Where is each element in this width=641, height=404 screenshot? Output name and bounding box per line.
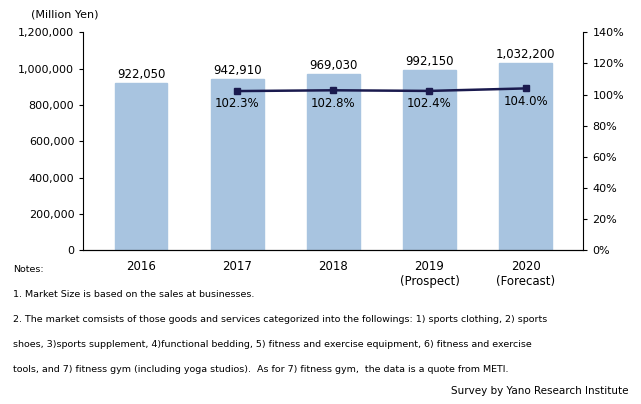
Bar [115,83,167,250]
Text: 969,030: 969,030 [309,59,358,72]
Text: Notes:: Notes: [13,265,44,274]
Text: 942,910: 942,910 [213,64,262,77]
Text: 102.3%: 102.3% [215,97,260,110]
Bar [211,79,263,250]
Bar [499,63,552,250]
Text: 992,150: 992,150 [405,55,454,68]
Text: 102.8%: 102.8% [311,97,356,109]
Text: 102.4%: 102.4% [407,97,452,110]
Bar [403,70,456,250]
Text: 1. Market Size is based on the sales at businesses.: 1. Market Size is based on the sales at … [13,290,254,299]
Text: 104.0%: 104.0% [503,95,548,107]
Text: 922,050: 922,050 [117,68,165,81]
Text: (Million Yen): (Million Yen) [31,9,98,19]
Bar [307,74,360,250]
Text: Survey by Yano Research Institute: Survey by Yano Research Institute [451,386,628,396]
Text: 1,032,200: 1,032,200 [496,48,555,61]
Text: shoes, 3)sports supplement, 4)functional bedding, 5) fitness and exercise equipm: shoes, 3)sports supplement, 4)functional… [13,340,531,349]
Text: 2. The market comsists of those goods and services categorized into the followin: 2. The market comsists of those goods an… [13,315,547,324]
Text: tools, and 7) fitness gym (including yoga studios).  As for 7) fitness gym,  the: tools, and 7) fitness gym (including yog… [13,365,508,374]
